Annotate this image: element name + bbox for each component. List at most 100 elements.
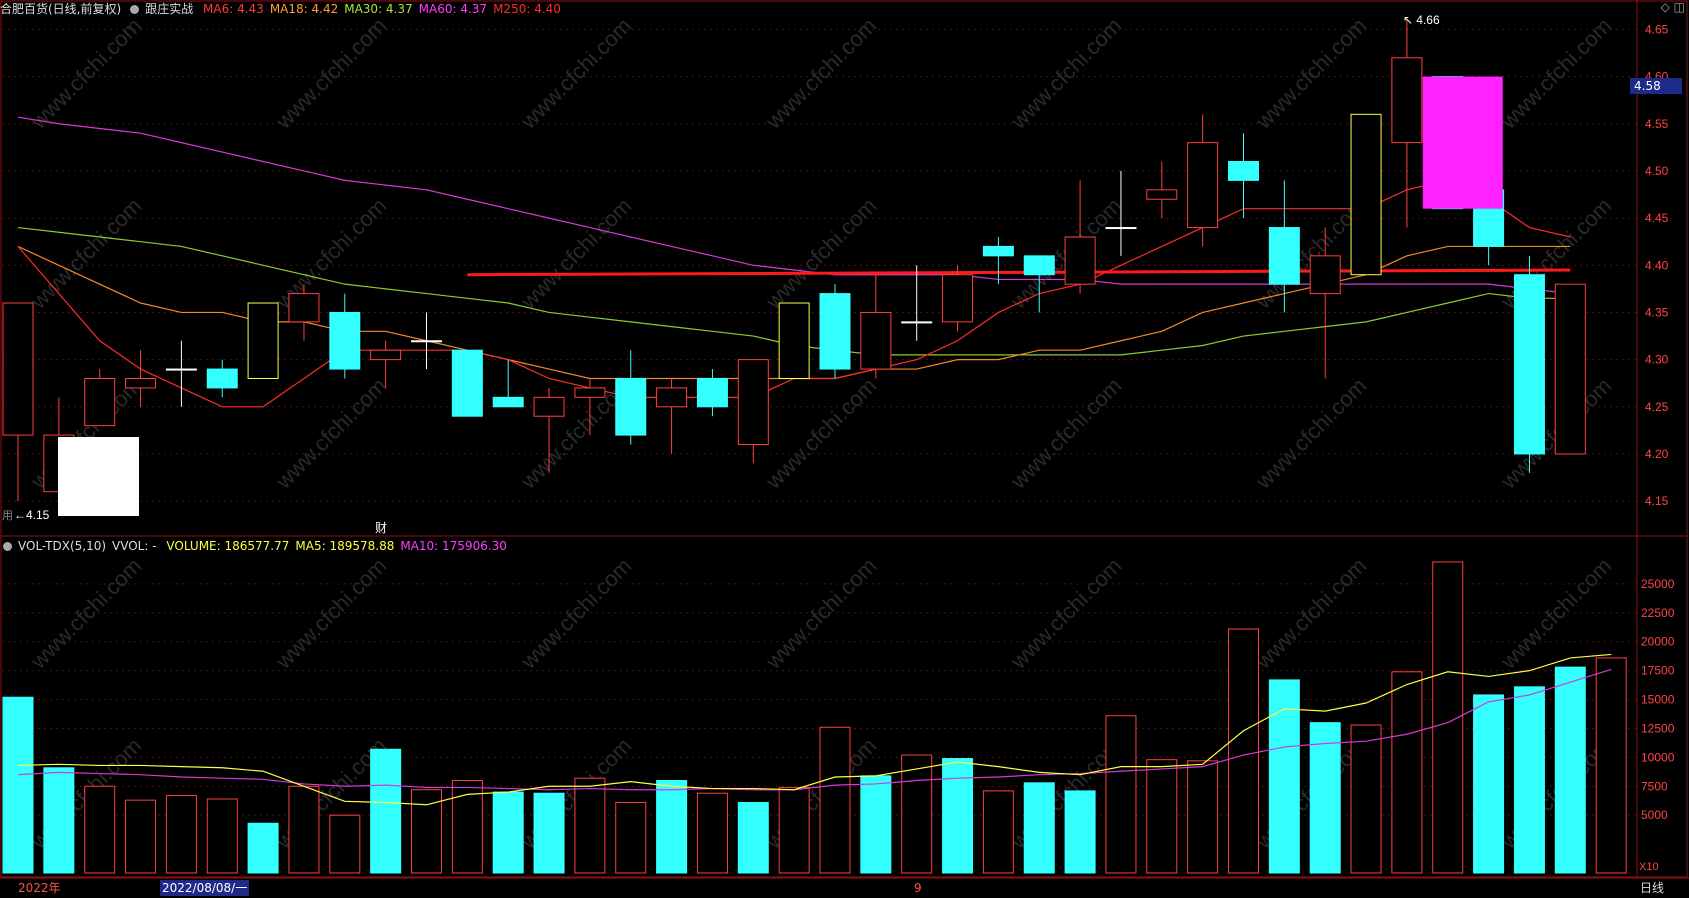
volume-bar [1309,722,1341,874]
candle-body [1554,283,1586,455]
ma30-label: MA30: 4.37 [344,2,413,16]
volume-bar [1554,666,1586,874]
vol-ma5-line [17,653,1612,806]
low-price-label: ←4.15 [14,508,50,522]
m250-line [467,268,1571,277]
volume-bar [165,795,197,874]
candle-body [206,368,238,389]
volume-bar [206,798,238,874]
price-tick-label: 4.15 [1645,494,1669,508]
selected-date[interactable]: 2022/08/08/一 [160,880,250,896]
volume-bar [696,792,728,874]
volume-bar [451,779,483,874]
watermark-text: www.cfchi.com [25,553,146,674]
volume-pane [2,561,1627,874]
candle-body [370,349,402,361]
volume-tick-label: 5000 [1641,808,1668,822]
ma6-label: MA6: 4.43 [203,2,264,16]
bottom-note: 用 [2,510,13,522]
watermark-text: www.cfchi.com [515,553,636,674]
volume-tick-label: 25000 [1641,577,1675,591]
indicator-toggle-icon[interactable] [130,5,140,14]
period-label[interactable]: 日线 [1640,881,1665,895]
volume-bar [656,779,688,874]
watermark-text: www.cfchi.com [25,193,146,314]
high-price-label: ↖ 4.66 [1403,13,1440,27]
indicator-name[interactable]: 跟庄实战 [145,2,194,16]
candle-body [1023,255,1055,276]
cai-marker: 财 [375,521,387,535]
price-tick-label: 4.65 [1645,22,1669,36]
stock-title: 合肥百货(日线,前复权) [0,2,122,16]
volume-bar [860,775,892,874]
volume-bar [1473,694,1505,874]
vol-toggle-icon[interactable] [3,542,12,551]
watermark-text: www.cfchi.com [760,373,881,494]
highlight-block [1422,76,1503,209]
price-tick-label: 4.30 [1645,353,1669,367]
volume-bar [1595,657,1627,874]
price-tick-label: 4.55 [1645,117,1669,131]
candle-body [1513,274,1545,455]
vol-ma10-label: MA10: 175906.30 [400,539,507,553]
volume-bar [288,785,320,874]
watermark-text: www.cfchi.com [270,553,391,674]
candle-body [656,387,688,408]
year-label: 2022年 [18,881,61,895]
watermark-text: www.cfchi.com [760,13,881,134]
volume-tick-label: 20000 [1641,635,1675,649]
watermark-text: www.cfchi.com [1250,553,1371,674]
candle-body [574,387,606,398]
volume-bar [942,758,974,874]
vol-title[interactable]: VOL-TDX(5,10) [18,539,107,553]
volume-bar [1513,686,1545,874]
volume-bar [901,754,933,874]
candle-body [84,377,116,427]
volume-bar [247,822,279,874]
candle-body [819,293,851,370]
watermark-text: www.cfchi.com [515,193,636,314]
price-header: 合肥百货(日线,前复权) 跟庄实战 MA6: 4.43 MA18: 4.42 MA30… [0,0,567,18]
volume-bar [737,801,769,874]
candle-body [1146,189,1178,200]
vvol-label: VVOL: - [112,539,157,553]
volume-bar [370,748,402,874]
price-tick-label: 4.40 [1645,258,1669,272]
candle-body [942,274,974,323]
watermark-text: www.cfchi.com [1495,13,1616,134]
watermark-text: www.cfchi.com [25,13,146,134]
candle-body [1064,236,1096,285]
candle-body [2,302,34,436]
candle-body [1350,113,1382,276]
price-tick-label: 4.50 [1645,164,1669,178]
volume-bar [1146,759,1178,874]
volume-bar [43,767,75,874]
volume-bar [1105,715,1137,874]
candle-body [1187,142,1219,229]
current-price-tag: 4.58 [1630,78,1682,94]
watermark-text: www.cfchi.com [1250,373,1371,494]
watermark-text: www.cfchi.com [760,553,881,674]
corner-icons[interactable]: ◇ ◫ [1660,0,1685,14]
volume-tick-label: 17500 [1641,664,1675,678]
candle-body [696,377,728,408]
watermark-text: www.cfchi.com [270,13,391,134]
volume-bar [329,814,361,874]
volume-bar [615,801,647,874]
watermark-text: www.cfchi.com [270,373,391,494]
candle-body [860,311,892,370]
candle-body [1105,227,1137,230]
candle-body [737,359,769,446]
watermark-text: www.cfchi.com [270,193,391,314]
month-marker: 9 [914,881,922,895]
m250-label: M250: 4.40 [493,2,561,16]
volume-header: VOL-TDX(5,10) VVOL: - VOLUME: 186577.77 MA… [0,537,513,555]
price-axis: 4.654.604.554.504.454.404.354.304.254.20… [1639,22,1675,873]
candle-body [533,396,565,417]
volume-bar [2,696,34,874]
candle-body [1391,57,1423,144]
volume-bar [411,789,442,874]
volume-bar [533,792,565,874]
